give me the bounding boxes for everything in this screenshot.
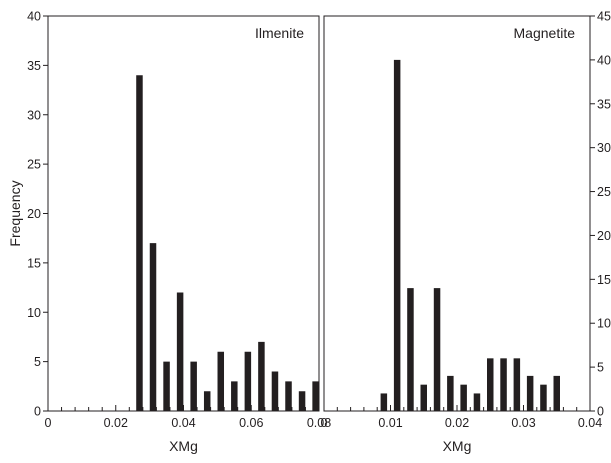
y-tick-label: 20: [27, 207, 41, 221]
y-tick-label: 15: [27, 256, 41, 270]
histogram-bar: [176, 292, 184, 411]
histogram-bar: [553, 375, 560, 411]
histogram-bar: [244, 351, 252, 411]
y-tick-label: 10: [27, 306, 41, 320]
histogram-bar: [285, 381, 292, 411]
y-tick-label: 10: [597, 317, 611, 331]
histogram-bar: [203, 391, 211, 411]
y-tick-label: 5: [34, 355, 41, 369]
y-tick-label: 35: [597, 97, 611, 111]
x-tick-label: 0.06: [239, 416, 263, 430]
y-tick-label: 40: [597, 53, 611, 67]
histogram-bar: [163, 361, 170, 411]
histogram-bar: [136, 75, 143, 411]
plot-frame: [47, 15, 320, 412]
panel-title: Magnetite: [514, 25, 576, 41]
x-tick-label: 0: [45, 416, 52, 430]
x-tick-label: 0.04: [578, 416, 602, 430]
histogram-bar: [298, 391, 306, 411]
histogram-bar: [460, 384, 467, 411]
y-tick-label: 5: [597, 361, 604, 375]
x-tick-label: 0.01: [378, 416, 402, 430]
histogram-bar: [500, 358, 507, 411]
histogram-bar: [190, 361, 197, 411]
histogram-bar: [447, 375, 454, 411]
y-tick-label: 25: [27, 158, 41, 172]
y-tick-label: 0: [597, 405, 604, 419]
histogram-bar: [393, 59, 401, 412]
histogram-bar: [407, 288, 414, 411]
y-tick-label: 20: [597, 229, 611, 243]
x-tick-label: 0.08: [307, 416, 331, 430]
y-tick-label: 15: [597, 273, 611, 287]
x-axis-title: XMg: [169, 438, 198, 454]
panel-title: Ilmenite: [255, 25, 304, 41]
histogram-bar: [433, 288, 441, 411]
y-axis-title: Frequency: [7, 180, 23, 246]
x-tick-label: 0.02: [104, 416, 128, 430]
x-tick-label: 0.02: [445, 416, 469, 430]
y-tick-label: 30: [597, 141, 611, 155]
y-tick-label: 45: [597, 10, 611, 24]
x-tick-label: 0.03: [511, 416, 535, 430]
x-axis-title: XMg: [443, 438, 472, 454]
ilmenite-panel: 0 0.02 0.04 0.06 0.080510152025303540Ilmenit…: [7, 10, 331, 455]
histogram-bar: [487, 358, 494, 411]
histogram-bar: [420, 384, 427, 411]
histogram-bar: [513, 358, 521, 411]
histogram-bar: [540, 384, 547, 411]
histogram-bar: [312, 381, 319, 411]
histogram-bar: [149, 243, 157, 411]
y-tick-label: 40: [27, 10, 41, 24]
x-tick-label: 0: [321, 416, 328, 430]
histogram-bar: [258, 341, 265, 411]
magnetite-panel: 0 0.01 0.02 0.03 0.04051015202530354045Magne…: [321, 10, 611, 455]
x-tick-label: 0.04: [171, 416, 195, 430]
histogram-bar: [217, 351, 225, 411]
y-tick-label: 35: [27, 59, 41, 73]
y-tick-label: 0: [34, 405, 41, 419]
plot-frame: [323, 15, 591, 412]
histogram-bar: [271, 371, 279, 411]
histogram-bar: [526, 375, 534, 411]
histogram-bar: [380, 393, 388, 411]
y-tick-label: 25: [597, 185, 611, 199]
y-tick-label: 30: [27, 108, 41, 122]
histogram-bar: [231, 381, 238, 411]
histogram-bar: [473, 393, 481, 411]
